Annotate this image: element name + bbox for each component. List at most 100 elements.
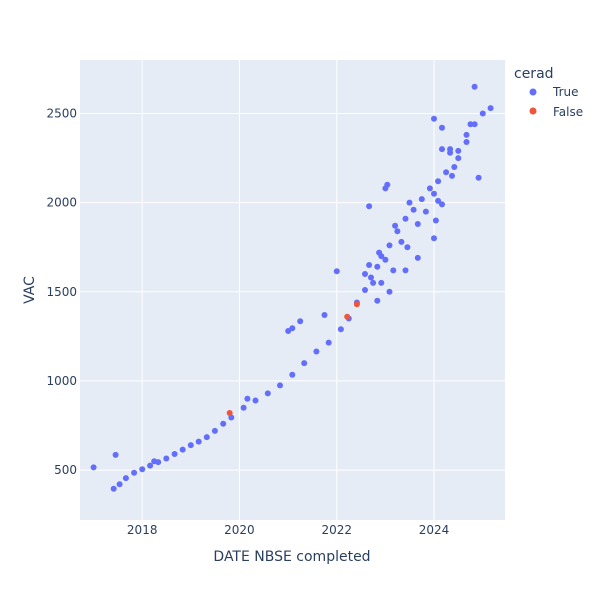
data-point xyxy=(418,196,425,203)
data-point xyxy=(382,256,389,263)
data-point xyxy=(344,313,351,320)
data-point xyxy=(404,244,411,251)
data-point xyxy=(390,267,397,274)
x-tick-labels: 2018 2020 2022 2024 xyxy=(127,523,449,537)
data-point xyxy=(325,339,332,346)
y-tick-label: 2000 xyxy=(46,196,77,210)
data-point xyxy=(368,274,374,281)
data-point xyxy=(147,462,154,469)
data-point xyxy=(455,147,462,154)
data-point xyxy=(463,131,470,138)
data-point xyxy=(471,83,478,90)
y-tick-labels: 500 1000 1500 2000 2500 xyxy=(46,106,77,477)
data-point xyxy=(301,360,308,367)
legend: cerad True False xyxy=(514,66,583,119)
data-point xyxy=(203,434,210,441)
data-point xyxy=(374,263,381,270)
data-point xyxy=(244,395,251,402)
data-point xyxy=(277,382,283,389)
y-tick-label: 500 xyxy=(54,463,77,477)
x-axis-title: DATE NBSE completed xyxy=(213,549,370,565)
data-point xyxy=(402,267,409,274)
data-point xyxy=(171,451,178,457)
data-point xyxy=(386,242,393,249)
data-point xyxy=(378,279,385,286)
data-point xyxy=(110,485,117,492)
data-point xyxy=(366,262,373,268)
data-point xyxy=(435,197,442,204)
data-point xyxy=(398,238,405,245)
data-point xyxy=(362,271,368,277)
data-point xyxy=(179,446,186,453)
data-point xyxy=(402,215,409,222)
data-point xyxy=(432,217,439,224)
data-point xyxy=(151,458,158,465)
legend-label-true: True xyxy=(552,85,579,99)
data-point xyxy=(463,139,470,145)
data-point xyxy=(487,105,494,112)
data-point xyxy=(366,203,373,210)
x-tick-label: 2020 xyxy=(224,523,255,537)
y-tick-label: 1000 xyxy=(46,374,77,388)
data-point xyxy=(228,414,235,421)
data-point xyxy=(439,124,445,131)
data-point xyxy=(406,199,413,206)
data-point xyxy=(439,146,445,153)
data-point xyxy=(264,390,271,397)
legend-title: cerad xyxy=(514,66,554,82)
data-point xyxy=(451,164,458,170)
data-point xyxy=(321,312,328,318)
data-point xyxy=(297,318,304,325)
data-point xyxy=(139,466,146,473)
data-point xyxy=(467,121,474,128)
data-point xyxy=(439,201,445,208)
series-true xyxy=(90,83,494,492)
data-point xyxy=(370,279,377,286)
data-point xyxy=(131,469,138,476)
x-tick-label: 2022 xyxy=(322,523,353,537)
data-point xyxy=(422,208,429,215)
data-point xyxy=(410,206,417,213)
data-point xyxy=(384,181,391,188)
data-point xyxy=(431,235,437,242)
data-point xyxy=(386,288,393,295)
data-point xyxy=(376,249,383,256)
data-point xyxy=(475,174,482,181)
data-point xyxy=(313,348,320,355)
data-point xyxy=(435,178,442,185)
y-tick-label: 1500 xyxy=(46,285,77,299)
data-point xyxy=(116,481,123,488)
x-tick-label: 2024 xyxy=(419,523,450,537)
data-point xyxy=(220,420,227,427)
data-point xyxy=(353,301,360,308)
data-point xyxy=(337,326,344,333)
data-point xyxy=(431,115,437,122)
data-point xyxy=(226,410,233,416)
legend-label-false: False xyxy=(553,105,583,119)
data-point xyxy=(449,172,455,179)
x-tick-label: 2018 xyxy=(127,523,158,537)
data-point xyxy=(394,228,401,235)
data-points xyxy=(90,83,494,492)
data-point xyxy=(163,455,170,462)
data-point xyxy=(392,222,399,229)
data-point xyxy=(447,146,454,153)
data-point xyxy=(211,427,218,434)
data-point xyxy=(443,169,450,176)
data-point xyxy=(471,121,478,128)
data-point xyxy=(479,110,486,117)
data-point xyxy=(455,155,462,162)
data-point xyxy=(362,287,368,293)
data-point xyxy=(289,325,296,332)
data-point xyxy=(252,397,259,404)
data-point xyxy=(122,475,129,482)
data-point xyxy=(333,268,340,275)
data-point xyxy=(187,442,194,449)
legend-marker-true xyxy=(529,88,537,96)
data-point xyxy=(414,254,421,261)
data-point xyxy=(195,438,202,445)
data-point xyxy=(240,404,247,411)
legend-marker-false xyxy=(529,107,537,115)
y-tick-label: 2500 xyxy=(46,106,77,120)
